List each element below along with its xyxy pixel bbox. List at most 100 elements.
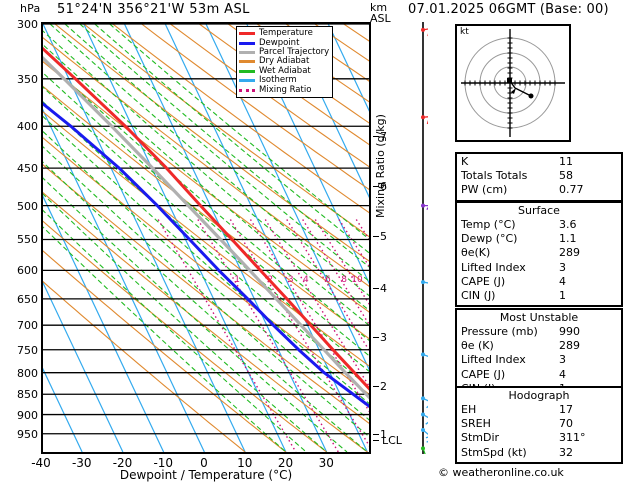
- legend-item: Mixing Ratio: [239, 85, 329, 94]
- temperature-tick-label: -20: [112, 456, 133, 470]
- dry-adiabat-line: [141, 24, 369, 191]
- hodograph-end-marker: [528, 93, 534, 99]
- panel-row: Pressure (mb) 990: [457, 325, 621, 339]
- panel-row-key: StmSpd (kt): [461, 445, 527, 459]
- wind-barb-column: [404, 22, 428, 454]
- wet-adiabat-line: [43, 72, 369, 357]
- panel-row: θe (K) 289: [457, 339, 621, 353]
- panel-row-value: 3.6: [559, 218, 577, 231]
- wet-adiabat-line: [64, 24, 369, 282]
- wind-barb: [421, 446, 426, 454]
- panel-row: Totals Totals 58: [457, 169, 621, 183]
- mixing-ratio-label: 8: [341, 275, 347, 285]
- hodograph-panel: kt: [455, 24, 571, 142]
- legend-item-label: Temperature: [259, 28, 313, 39]
- height-axis-unit-label: km ASL: [370, 2, 391, 24]
- wind-barb: [421, 27, 428, 37]
- wet-adiabat-line: [43, 226, 287, 452]
- height-tick-label: 2: [380, 379, 387, 393]
- panel-title: Hodograph: [508, 389, 570, 402]
- dry-adiabat-line: [170, 24, 369, 168]
- pressure-axis-unit-label: hPa: [20, 2, 41, 15]
- legend-swatch-icon: [239, 50, 255, 54]
- wind-barb: [421, 396, 428, 409]
- isotherm-line: [43, 24, 246, 452]
- panel-row-value: 1: [559, 289, 566, 303]
- legend-item: Dewpoint: [239, 38, 329, 47]
- hodograph-trace: [509, 80, 532, 97]
- parcel-trajectory-curve: [43, 56, 369, 400]
- indices-panel: K 11 Totals Totals 58 PW (cm) 0.77: [455, 152, 623, 202]
- height-axis: 7 6 5 4 3 2 1 LCL: [373, 22, 407, 454]
- legend-item-label: Dewpoint: [259, 37, 300, 48]
- panel-row: CAPE (J) 4: [457, 368, 621, 382]
- panel-row-key: Temp (°C): [461, 218, 516, 231]
- surface-panel: Surface Temp (°C) 3.6 Dewp (°C) 1.1 θe(K) 289 L…: [455, 201, 623, 308]
- mixing-ratio-label: 1: [234, 275, 240, 285]
- wind-barb: [421, 428, 428, 443]
- panel-row-key: Lifted Index: [461, 353, 526, 367]
- temperature-axis: -40 -30 -20 -10 0 10 20 30: [31, 454, 371, 486]
- legend-item-label: Parcel Trajectory: [259, 46, 330, 57]
- most-unstable-panel: Most Unstable Pressure (mb) 990 θe (K) 289 Li…: [455, 308, 623, 401]
- panel-row: EH 17: [457, 403, 621, 417]
- mixing-ratio-line: [314, 219, 369, 305]
- height-unit-line2: ASL: [370, 12, 391, 25]
- lcl-label: LCL: [382, 434, 402, 448]
- isotherm-line: [43, 108, 205, 452]
- panel-row: Lifted Index 3: [457, 261, 621, 275]
- lcl-tick-mark: [373, 440, 379, 442]
- mixing-ratio-line: [355, 219, 369, 241]
- height-tick-label: 5: [380, 230, 387, 244]
- isotherm-line: [43, 367, 83, 452]
- panel-row: Lifted Index 3: [457, 353, 621, 367]
- wind-barb: [421, 352, 428, 357]
- dry-adiabat-line: [343, 24, 369, 42]
- legend-swatch-icon: [239, 69, 255, 73]
- panel-row-key: StmDir: [461, 431, 500, 445]
- pressure-tick-label: 450: [17, 162, 38, 176]
- temperature-tick-label: -10: [153, 456, 174, 470]
- pressure-tick-label: 900: [17, 408, 38, 422]
- legend-item: Temperature: [239, 29, 329, 38]
- dry-adiabat-line: [43, 250, 287, 452]
- legend-item-label: Wet Adiabat: [259, 65, 311, 76]
- panel-title: Surface: [518, 204, 560, 217]
- legend-swatch-icon: [239, 32, 255, 36]
- height-tick-mark: [373, 433, 379, 435]
- height-tick-mark: [373, 337, 379, 339]
- panel-row-value: 3: [559, 260, 566, 274]
- panel-row-key: CAPE (J): [461, 367, 506, 381]
- legend-item: Dry Adiabat: [239, 57, 329, 66]
- panel-row-key: Lifted Index: [461, 260, 526, 274]
- wind-barb-svg: [421, 22, 428, 454]
- mixing-ratio-label: 3: [288, 275, 294, 285]
- height-tick-label: 1: [380, 427, 387, 441]
- pressure-tick-label: 300: [17, 18, 38, 31]
- height-unit-line1: km: [370, 1, 388, 14]
- mixing-ratio-label: 10: [351, 275, 363, 285]
- isotherm-line: [123, 24, 328, 452]
- wet-adiabat-line: [43, 193, 327, 452]
- panel-row-key: Pressure (mb): [461, 325, 538, 338]
- height-tick-mark: [373, 236, 379, 238]
- pressure-tick-label: 500: [17, 199, 38, 213]
- panel-row-value: 70: [559, 417, 573, 431]
- mixing-ratio-label: 4: [303, 275, 309, 285]
- mixing-ratio-axis-title: Mixing Ratio (g/kg): [374, 114, 387, 218]
- dry-adiabat-line: [43, 220, 327, 452]
- hodograph-svg: [461, 29, 565, 137]
- panel-row-value: 4: [559, 367, 566, 381]
- isotherm-line: [83, 24, 287, 452]
- dewpoint-curve: [43, 101, 369, 408]
- panel-row-key: Dewp (°C): [461, 232, 518, 246]
- isotherm-line: [43, 281, 124, 452]
- wet-adiabat-line: [109, 24, 369, 240]
- dry-adiabat-line: [43, 280, 246, 452]
- legend-item: Parcel Trajectory: [239, 46, 330, 57]
- mixing-ratio-line: [286, 219, 369, 352]
- wind-barb: [421, 115, 428, 125]
- wet-adiabat-line: [43, 177, 348, 452]
- panel-row-value: 990: [559, 325, 580, 338]
